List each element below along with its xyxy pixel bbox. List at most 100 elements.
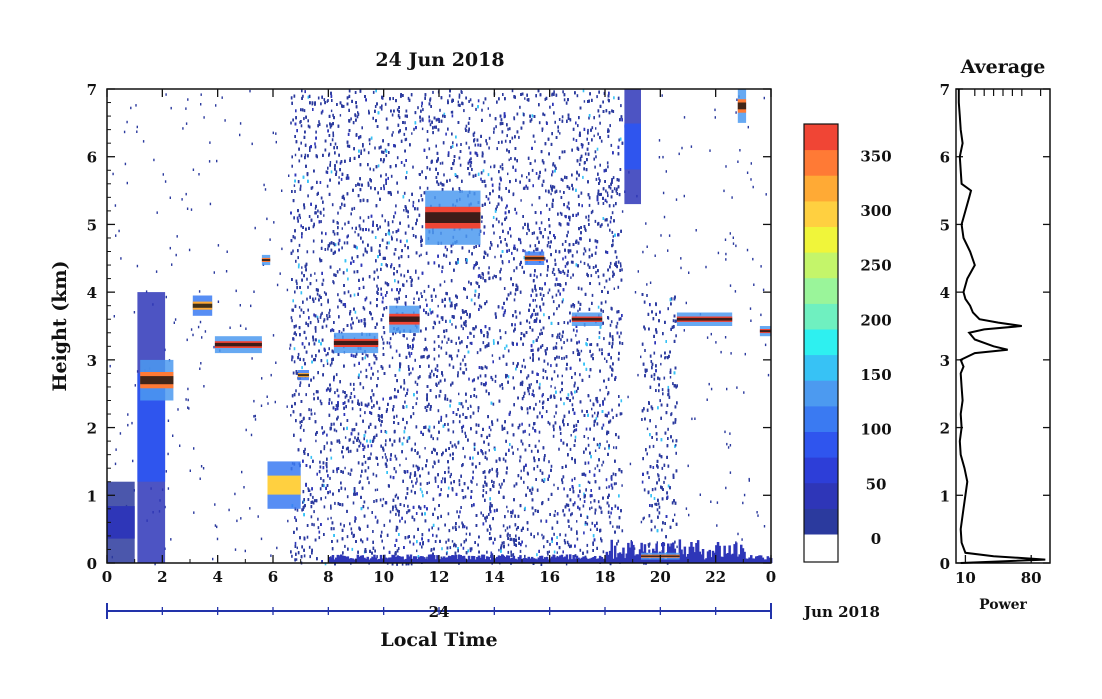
noise-speck xyxy=(323,98,326,102)
noise-speck xyxy=(445,540,447,544)
noise-speck xyxy=(467,549,469,553)
noise-speck xyxy=(458,93,461,97)
noise-speck xyxy=(620,264,622,268)
noise-speck xyxy=(303,428,305,432)
noise-speck xyxy=(609,124,611,128)
noise-speck xyxy=(478,366,481,369)
noise-speck xyxy=(563,150,566,154)
noise-speck xyxy=(299,314,301,318)
noise-speck xyxy=(596,396,598,400)
noise-speck xyxy=(597,500,600,504)
noise-speck xyxy=(607,194,609,198)
noise-speck xyxy=(477,99,480,103)
noise-speck xyxy=(418,199,420,203)
noise-speck xyxy=(299,384,301,387)
noise-speck xyxy=(492,541,495,545)
noise-speck xyxy=(445,552,448,556)
noise-speck xyxy=(574,501,576,505)
noise-speck xyxy=(391,220,394,224)
noise-speck xyxy=(441,161,444,165)
noise-speck xyxy=(342,390,344,394)
noise-speck xyxy=(294,541,297,545)
noise-speck xyxy=(329,363,332,367)
noise-speck xyxy=(304,153,307,157)
noise-speck xyxy=(409,540,411,544)
noise-speck xyxy=(397,547,400,550)
noise-speck xyxy=(317,96,320,100)
noise-speck xyxy=(415,481,417,485)
noise-speck xyxy=(588,203,591,207)
noise-speck xyxy=(558,332,561,336)
noise-speck xyxy=(291,319,293,323)
noise-speck xyxy=(320,220,322,224)
noise-speck xyxy=(596,464,599,468)
noise-speck xyxy=(432,533,434,537)
noise-speck xyxy=(350,117,352,121)
noise-speck xyxy=(450,354,453,358)
noise-speck xyxy=(456,510,458,514)
main-plot-area xyxy=(106,88,773,566)
noise-speck xyxy=(313,523,315,527)
noise-speck xyxy=(658,377,661,381)
noise-speck xyxy=(496,147,498,151)
noise-speck xyxy=(327,247,329,251)
noise-speck xyxy=(600,537,602,541)
noise-speck xyxy=(587,263,589,267)
noise-speck xyxy=(328,311,330,315)
noise-speck xyxy=(470,479,472,483)
noise-speck xyxy=(552,162,555,166)
noise-speck xyxy=(498,356,501,360)
noise-speck xyxy=(451,110,454,114)
noise-speck xyxy=(568,508,571,512)
noise-speck xyxy=(449,475,452,479)
noise-speck xyxy=(597,132,599,136)
noise-speck xyxy=(605,385,608,389)
noise-speck xyxy=(482,169,485,173)
noise-speck xyxy=(444,245,447,249)
noise-speck xyxy=(534,159,536,163)
noise-speck xyxy=(563,487,565,491)
noise-speck xyxy=(472,266,475,270)
noise-speck xyxy=(514,247,516,250)
noise-speck xyxy=(591,521,594,525)
noise-speck xyxy=(290,316,293,320)
noise-speck xyxy=(616,192,618,195)
noise-speck xyxy=(597,201,600,205)
noise-speck xyxy=(612,416,614,420)
noise-speck xyxy=(421,225,424,229)
noise-speck xyxy=(653,377,656,381)
noise-speck xyxy=(528,228,530,232)
noise-speck xyxy=(429,167,431,171)
noise-speck xyxy=(572,328,575,332)
noise-speck xyxy=(497,141,500,144)
noise-speck xyxy=(610,320,613,324)
noise-speck xyxy=(476,351,479,355)
noise-speck xyxy=(431,310,434,314)
noise-speck xyxy=(569,488,571,491)
noise-speck xyxy=(532,298,534,302)
noise-speck xyxy=(300,154,303,158)
noise-speck xyxy=(544,228,546,231)
noise-speck xyxy=(301,271,303,275)
noise-speck xyxy=(364,460,367,464)
noise-speck xyxy=(392,97,394,100)
noise-speck xyxy=(490,241,492,244)
noise-speck xyxy=(501,260,504,263)
noise-speck xyxy=(300,108,302,112)
noise-speck xyxy=(513,246,515,250)
noise-speck xyxy=(499,384,501,388)
noise-speck xyxy=(396,509,399,513)
noise-speck xyxy=(329,142,332,146)
noise-speck xyxy=(323,484,325,488)
noise-speck xyxy=(292,249,294,253)
noise-speck xyxy=(548,422,551,426)
noise-speck xyxy=(299,381,302,385)
noise-speck xyxy=(304,90,306,94)
noise-speck xyxy=(418,455,421,459)
noise-speck xyxy=(371,511,373,514)
noise-speck xyxy=(321,311,323,315)
noise-speck xyxy=(601,426,603,430)
noise-speck xyxy=(450,472,452,476)
noise-speck xyxy=(560,177,563,181)
noise-speck xyxy=(615,446,618,450)
